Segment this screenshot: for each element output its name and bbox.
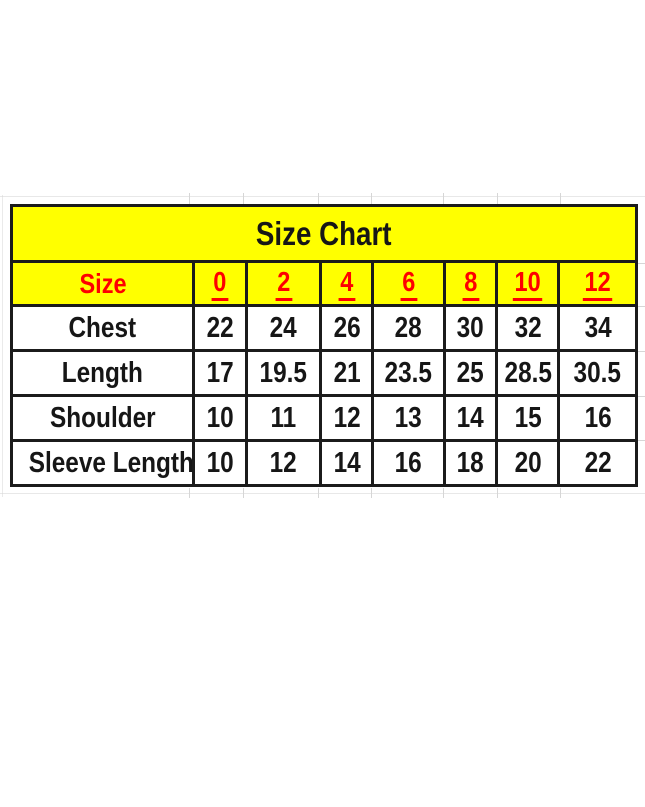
size-header-value-cell: 4 bbox=[319, 260, 375, 307]
size-header-label-cell: Size bbox=[9, 260, 196, 307]
cell-value: 18 bbox=[442, 439, 499, 487]
gridline-tick bbox=[637, 263, 645, 264]
row-label-cell: Chest bbox=[9, 304, 196, 352]
cell-value: 20 bbox=[495, 439, 561, 487]
gridline-tick bbox=[243, 193, 244, 204]
size-header-value-cell: 0 bbox=[192, 260, 248, 307]
gridline-tick bbox=[560, 488, 561, 498]
size-header-value-cell: 6 bbox=[371, 260, 446, 307]
cell-value: 22 bbox=[192, 304, 248, 352]
row-label: Sleeve Length bbox=[28, 446, 194, 479]
size-header-value-cell: 2 bbox=[244, 260, 323, 307]
size-header-value: 10 bbox=[513, 266, 543, 302]
gridline-above bbox=[0, 196, 645, 197]
row-label: Chest bbox=[68, 311, 137, 344]
gridline-tick bbox=[189, 193, 190, 204]
row-label: Length bbox=[61, 356, 144, 389]
cell-value: 12 bbox=[319, 394, 375, 442]
cell-value: 34 bbox=[557, 304, 638, 352]
cell-value: 13 bbox=[371, 394, 446, 442]
size-header-value-cell: 8 bbox=[442, 260, 499, 307]
cell-value: 23.5 bbox=[371, 349, 446, 397]
gridline-tick bbox=[318, 193, 319, 204]
title-row: Size Chart bbox=[10, 204, 638, 263]
cell-value: 11 bbox=[244, 394, 323, 442]
cell-value: 19.5 bbox=[244, 349, 323, 397]
table-row-length: Length 17 19.5 21 23.5 25 28.5 30.5 bbox=[9, 349, 638, 397]
gridline-tick bbox=[189, 488, 190, 498]
gridline-tick bbox=[497, 193, 498, 204]
size-header-value: 6 bbox=[400, 266, 417, 302]
size-chart-title: Size Chart bbox=[256, 214, 392, 252]
size-header-value: 0 bbox=[211, 266, 229, 302]
cell-value: 14 bbox=[442, 394, 499, 442]
gridline-tick bbox=[497, 488, 498, 498]
cell-value: 10 bbox=[192, 394, 248, 442]
table-row-shoulder: Shoulder 10 11 12 13 14 15 16 bbox=[9, 394, 638, 442]
cell-value: 30.5 bbox=[557, 349, 638, 397]
cell-value: 17 bbox=[192, 349, 248, 397]
gridline-tick bbox=[318, 488, 319, 498]
cell-value: 16 bbox=[557, 394, 638, 442]
cell-value: 25 bbox=[442, 349, 499, 397]
cell-value: 12 bbox=[244, 439, 323, 487]
table-row-chest: Chest 22 24 26 28 30 32 34 bbox=[9, 304, 638, 352]
cell-value: 24 bbox=[244, 304, 323, 352]
size-header-value: 12 bbox=[582, 266, 613, 302]
size-header-value: 4 bbox=[338, 266, 355, 302]
gridline-tick bbox=[443, 193, 444, 204]
size-chart-title-cell: Size Chart bbox=[10, 204, 638, 263]
size-chart-table: Size Chart Size 0 2 4 6 8 10 12 Chest 22… bbox=[9, 204, 638, 487]
cell-value: 30 bbox=[442, 304, 499, 352]
size-header-value-cell: 10 bbox=[495, 260, 561, 307]
gridline-tick bbox=[637, 306, 645, 307]
gridline-tick bbox=[443, 488, 444, 498]
size-header-value: 2 bbox=[275, 266, 292, 302]
table-row-sleeve-length: Sleeve Length 10 12 14 16 18 20 22 bbox=[9, 439, 638, 487]
row-label-cell: Sleeve Length bbox=[9, 439, 196, 487]
cell-value: 28 bbox=[371, 304, 446, 352]
gridline-tick bbox=[560, 193, 561, 204]
gridline-tick bbox=[637, 396, 645, 397]
cell-value: 10 bbox=[192, 439, 248, 487]
gridline-left bbox=[2, 195, 3, 497]
cell-value: 26 bbox=[319, 304, 375, 352]
row-label: Shoulder bbox=[49, 401, 156, 434]
cell-value: 21 bbox=[319, 349, 375, 397]
gridline-tick bbox=[243, 488, 244, 498]
cell-value: 28.5 bbox=[495, 349, 561, 397]
cell-value: 14 bbox=[319, 439, 375, 487]
gridline-tick bbox=[371, 488, 372, 498]
gridline-tick bbox=[637, 440, 645, 441]
gridline-tick bbox=[637, 351, 645, 352]
gridline-below bbox=[0, 493, 645, 494]
row-label-cell: Shoulder bbox=[9, 394, 196, 442]
gridline-tick bbox=[371, 193, 372, 204]
size-header-label: Size bbox=[79, 267, 127, 299]
row-label-cell: Length bbox=[9, 349, 196, 397]
cell-value: 15 bbox=[495, 394, 561, 442]
cell-value: 22 bbox=[557, 439, 638, 487]
size-header-row: Size 0 2 4 6 8 10 12 bbox=[9, 260, 638, 307]
cell-value: 32 bbox=[495, 304, 561, 352]
cell-value: 16 bbox=[371, 439, 446, 487]
size-header-value-cell: 12 bbox=[557, 260, 638, 307]
size-header-value: 8 bbox=[462, 266, 479, 302]
